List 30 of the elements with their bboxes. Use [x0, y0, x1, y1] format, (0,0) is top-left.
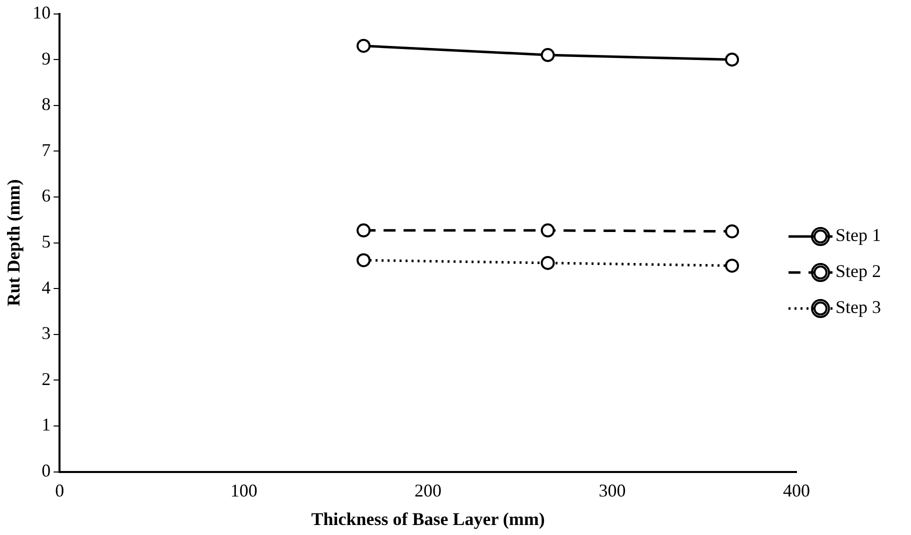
x-tick-label: 100 — [230, 480, 258, 500]
y-axis-title: Rut Depth (mm) — [3, 179, 24, 306]
y-tick-label: 5 — [42, 232, 51, 252]
x-tick-label: 200 — [414, 480, 442, 500]
point — [725, 258, 740, 273]
point — [540, 48, 555, 62]
point — [540, 256, 555, 270]
y-tick-label: 3 — [42, 323, 51, 344]
y-tick-label: 8 — [42, 94, 51, 114]
y-tick-label: 9 — [42, 48, 51, 68]
point — [356, 253, 371, 268]
x-tick-label: 400 — [783, 480, 810, 500]
point — [356, 38, 371, 53]
point — [725, 224, 740, 238]
y-tick-label: 1 — [42, 414, 51, 435]
x-tick-label: 0 — [55, 480, 64, 500]
x-axis-title: Thickness of Base Layer (mm) — [311, 508, 545, 529]
x-tick-label: 300 — [598, 480, 626, 500]
legend-label: Step 2 — [836, 261, 882, 282]
legend-label: Step 1 — [836, 225, 882, 246]
y-tick-label: 2 — [42, 368, 51, 389]
y-tick-label: 7 — [42, 140, 51, 160]
y-tick-label: 0 — [42, 460, 51, 481]
point — [540, 223, 555, 238]
y-tick-label: 10 — [32, 2, 51, 23]
y-tick-label: 4 — [42, 277, 51, 298]
legend-label: Step 3 — [836, 297, 882, 318]
y-tick-label: 6 — [42, 186, 51, 206]
point — [725, 52, 740, 67]
point — [356, 223, 371, 238]
